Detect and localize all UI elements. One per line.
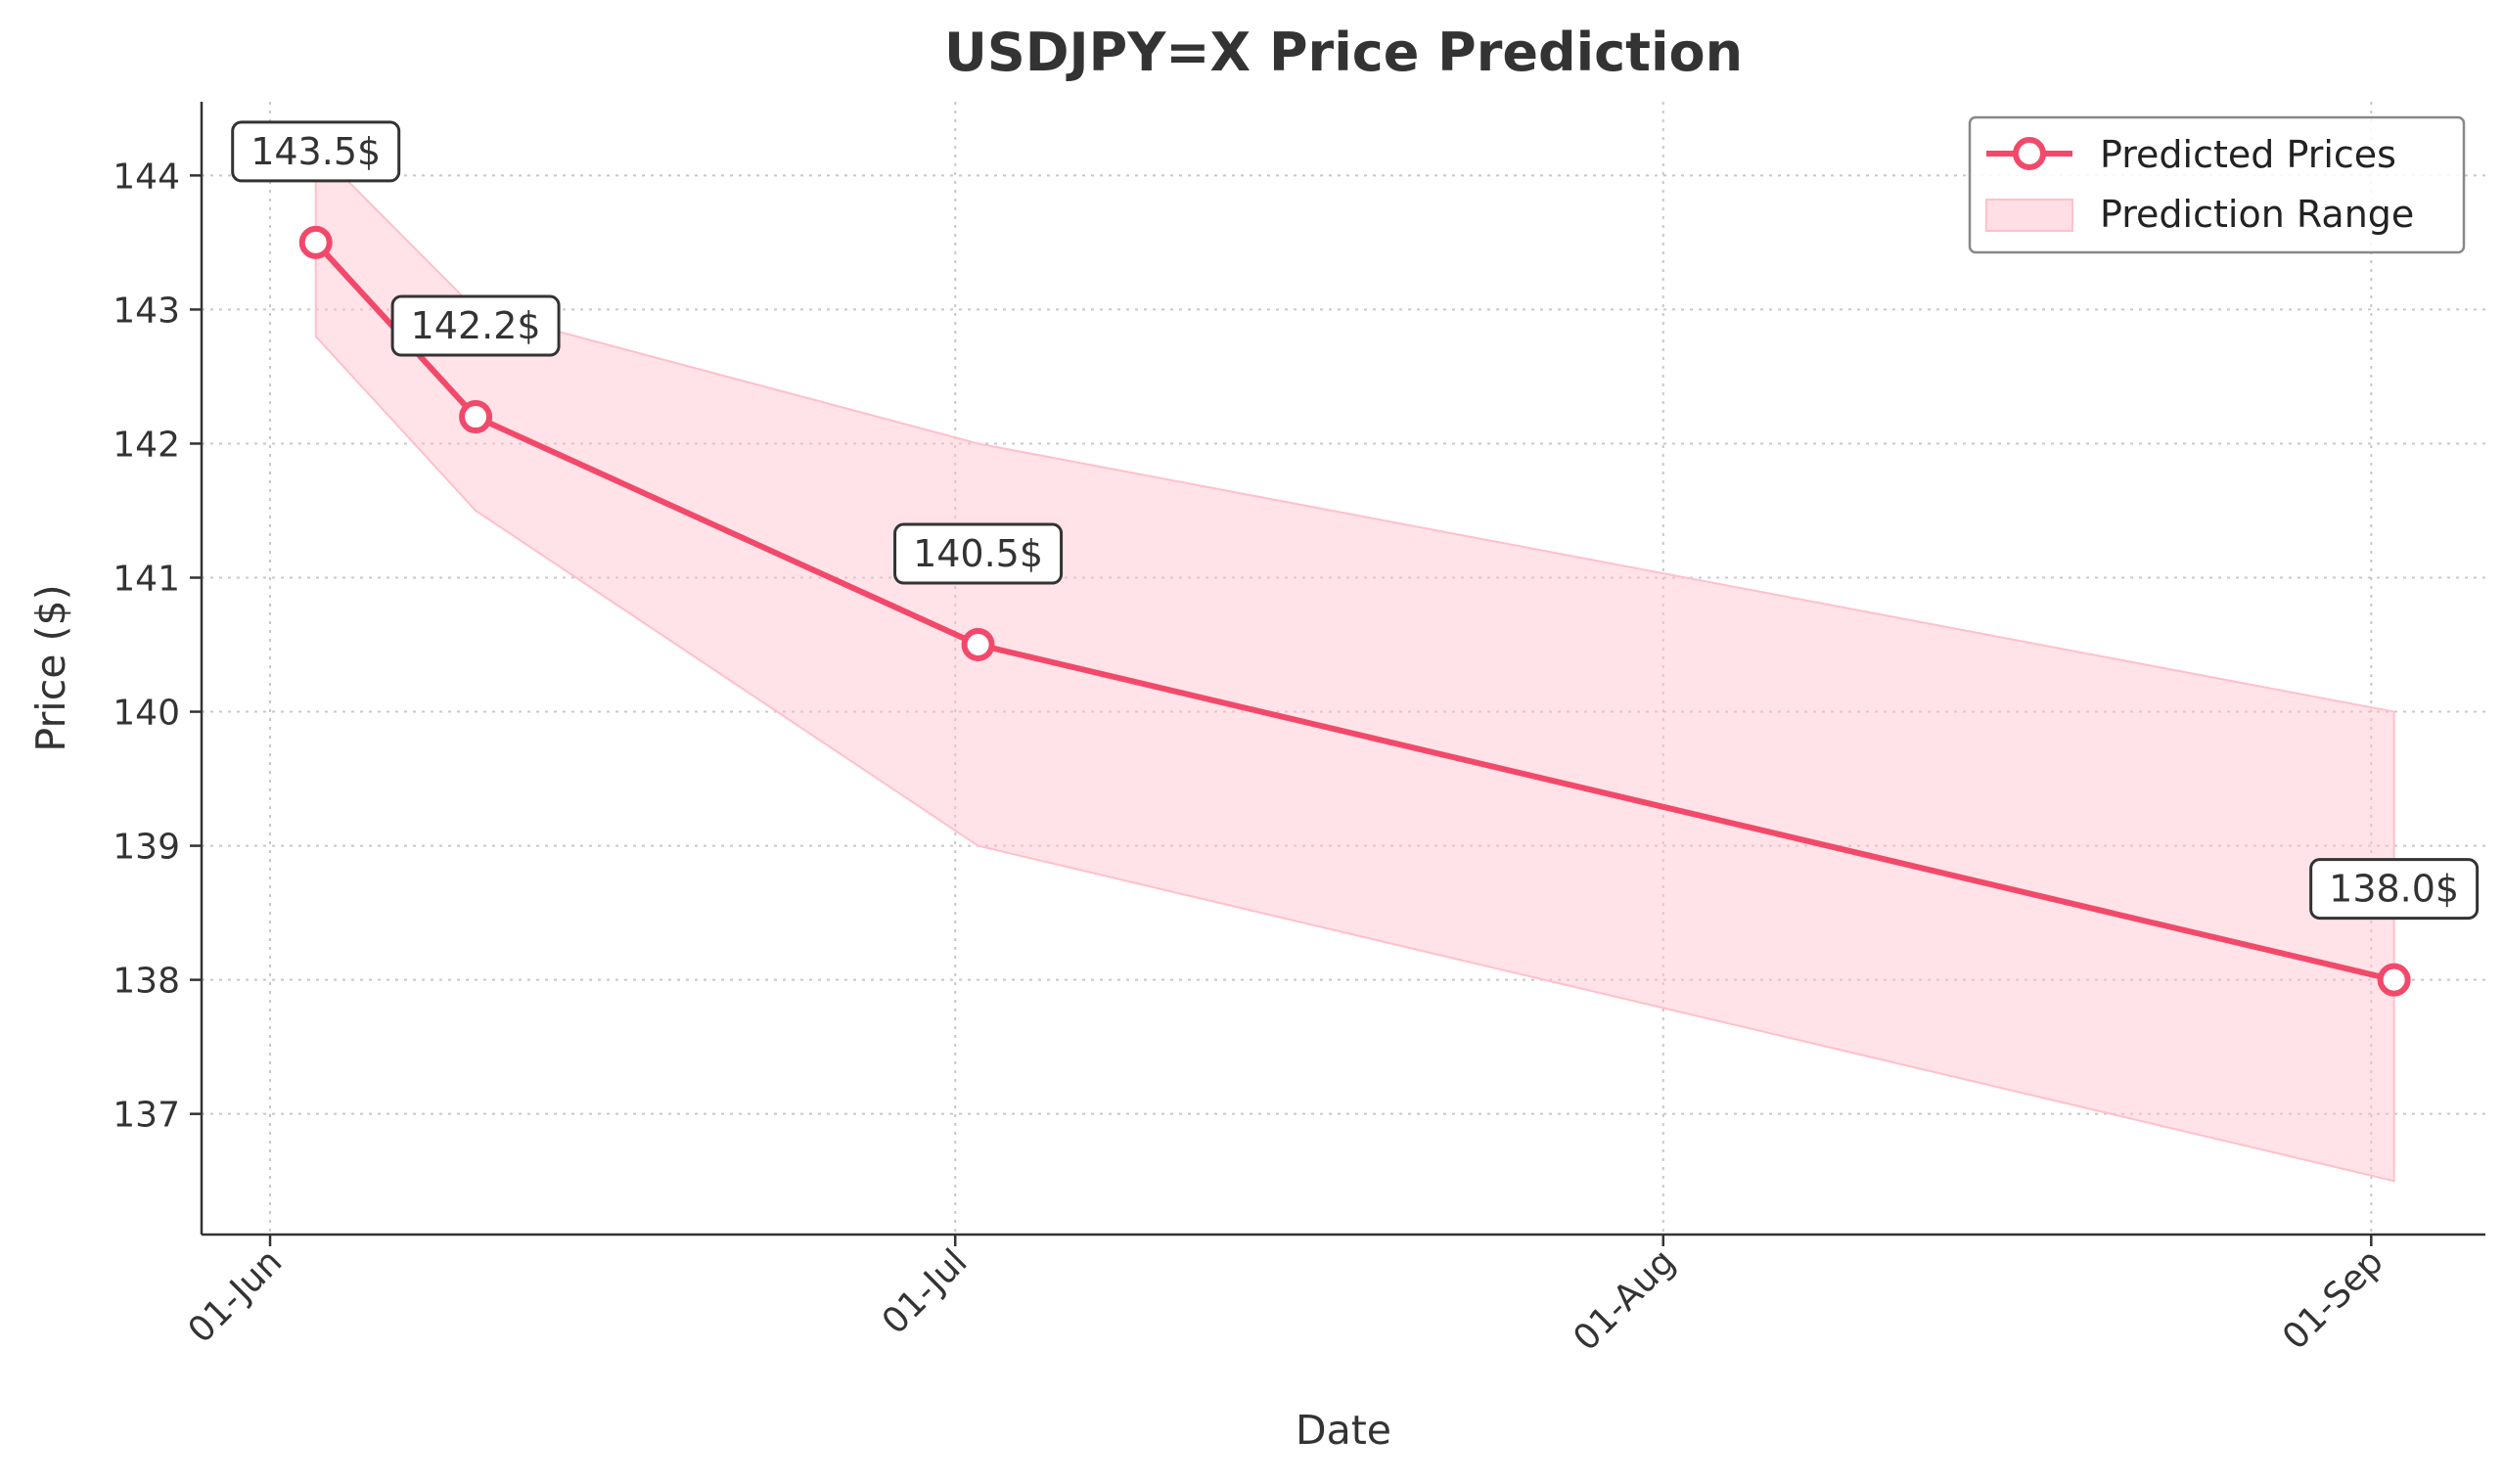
legend-band-swatch [1985,199,2073,232]
y-tick-label: 138 [113,962,180,1002]
data-point-marker [459,400,493,434]
prediction-range-band [314,146,2395,1183]
legend-frame [1968,115,2466,254]
x-tick-label: 01-Aug [1566,1241,1683,1359]
y-axis-label: Price ($) [27,584,74,751]
data-labels: 143.5$ 142.2$ 140.5$ 138.0$ [231,120,2480,921]
data-label-box [893,522,1064,585]
data-label: 138.0$ [2329,868,2459,911]
x-tick-label: 01-Jul [875,1241,976,1342]
x-axis-label: Date [1296,1407,1391,1454]
y-tick-label: 144 [113,157,180,197]
legend: Predicted Prices Prediction Range [1968,115,2466,254]
prediction-range-area [314,146,2395,1183]
legend-marker-swatch [2013,137,2046,170]
data-point-marker [961,628,995,662]
data-label: 140.5$ [913,532,1043,575]
data-label: 142.2$ [411,304,541,347]
y-tick-label: 137 [113,1096,180,1136]
y-tick-label: 143 [113,291,180,331]
y-tick-label: 142 [113,425,180,465]
chart-title: USDJPY=X Price Prediction [944,22,1743,83]
x-tick-label: 01-Sep [2275,1241,2391,1358]
data-point-marker [298,225,333,259]
legend-label-predicted: Predicted Prices [2100,133,2396,176]
data-point-marker [2377,963,2411,997]
data-label-box [231,120,401,183]
legend-label-range: Prediction Range [2100,193,2414,236]
y-tick-label: 140 [113,694,180,734]
axes [200,102,2485,1237]
data-label: 143.5$ [250,130,381,173]
data-label-box [2309,858,2480,921]
x-tick-label: 01-Jun [181,1241,291,1351]
y-tick-label: 139 [113,828,180,868]
data-label-box [390,294,561,357]
y-tick-label: 141 [113,559,180,599]
